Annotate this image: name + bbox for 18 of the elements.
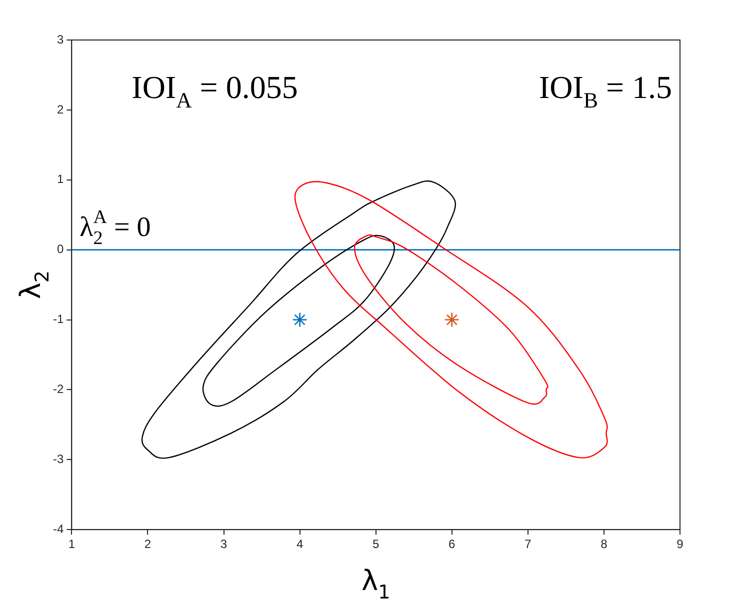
x-tick-label: 7 (524, 537, 532, 552)
x-tick-label: 1 (68, 537, 76, 552)
x-tick-label: 6 (448, 537, 456, 552)
y-tick-label: -2 (53, 382, 64, 396)
y-tick-label: 1 (56, 172, 64, 186)
x-tick-label: 5 (372, 537, 380, 552)
x-tick-label: 2 (144, 537, 152, 552)
y-tick-label: -1 (53, 312, 64, 326)
y-tick-label: -3 (53, 452, 64, 466)
y-axis-title: λ2 (14, 270, 54, 300)
y-tick-label: 2 (56, 102, 64, 116)
x-tick-label: 8 (600, 537, 608, 552)
y-tick-label: 3 (56, 32, 64, 46)
x-tick-label: 3 (220, 537, 228, 552)
y-tick-label: 0 (56, 242, 64, 256)
x-tick-label: 9 (676, 537, 684, 552)
y-tick-label: -4 (53, 522, 64, 536)
x-tick-label: 4 (296, 537, 304, 552)
